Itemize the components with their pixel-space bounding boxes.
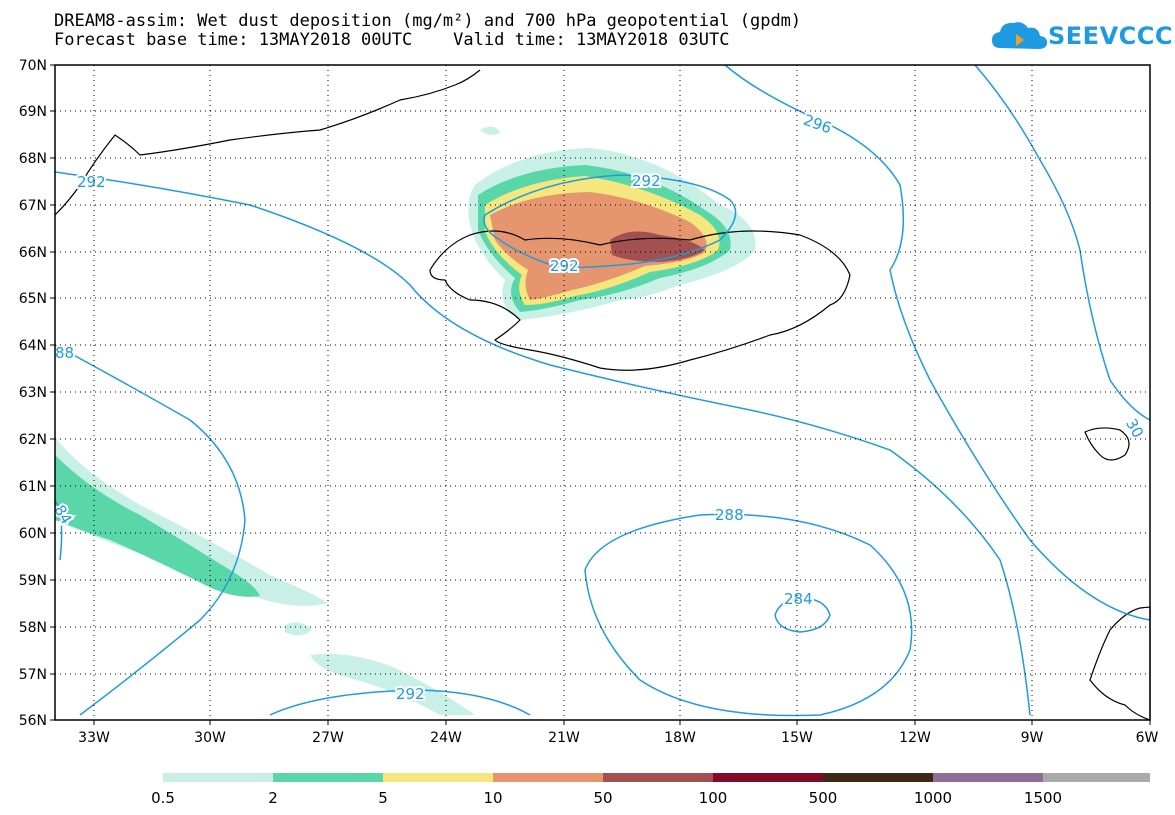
map-title-line-2: Forecast base time: 13MAY2018 00UTC Vali… [54, 30, 730, 50]
lat-label: 63N [19, 385, 47, 401]
lon-label: 27W [312, 730, 344, 746]
contour-300 [974, 64, 1151, 421]
contour-label: 292 [77, 173, 106, 191]
lat-label: 66N [19, 245, 47, 261]
lat-label: 70N [19, 58, 47, 74]
contour-288-south [584, 513, 913, 717]
plume-south-light [285, 622, 475, 715]
contour-292-main [54, 171, 1031, 716]
contour-label: 296 [801, 111, 834, 138]
lat-label: 67N [19, 198, 47, 214]
lon-label: 9W [1021, 730, 1044, 746]
lon-label: 33W [78, 730, 110, 746]
colorbar-label: 500 [808, 789, 838, 807]
lat-label: 59N [19, 573, 47, 589]
lat-label: 60N [19, 526, 47, 542]
lat-label: 61N [19, 479, 47, 495]
plume-west-medium [55, 455, 260, 597]
logo-text: SEEVCCC [1048, 22, 1173, 50]
contour-296 [724, 64, 1151, 621]
colorbar-segment-1 [163, 773, 273, 782]
greenland-coast [54, 69, 481, 216]
colorbar-segment-7 [823, 773, 933, 782]
contour-label: 292 [396, 685, 425, 703]
tick-marks [50, 64, 1151, 725]
colorbar-segment-4 [493, 773, 603, 782]
colorbar-label: 1000 [913, 789, 953, 807]
lon-label: 21W [548, 730, 580, 746]
colorbar-label: 100 [698, 789, 728, 807]
colorbar-segment-2 [273, 773, 383, 782]
contour-label: 88 [55, 344, 74, 362]
plume-iceland-orange [490, 192, 707, 300]
lat-label: 65N [19, 291, 47, 307]
contour-284 [774, 597, 831, 633]
map-title-line-1: DREAM8-assim: Wet dust deposition (mg/m²… [54, 11, 802, 31]
lon-label: 12W [899, 730, 931, 746]
colorbar-label: 50 [593, 789, 613, 807]
lon-label: 18W [664, 730, 696, 746]
lat-label: 56N [19, 713, 47, 729]
contour-label: 30 [1122, 415, 1147, 441]
lat-label: 69N [19, 104, 47, 120]
contour-label: 292 [632, 172, 661, 190]
lon-label: 24W [430, 730, 462, 746]
colorbar-label: 10 [483, 789, 503, 807]
faroe-coast [1084, 427, 1130, 461]
lat-label: 62N [19, 432, 47, 448]
scotland-coast [1089, 606, 1151, 721]
colorbar-label: 1500 [1023, 789, 1063, 807]
contour-label: 284 [784, 590, 813, 608]
colorbar-label: 5 [378, 789, 388, 807]
colorbar-label: 2 [268, 789, 278, 807]
map-gridlines [55, 65, 1150, 720]
lat-label: 64N [19, 338, 47, 354]
iceland-coast [429, 230, 851, 371]
contour-label: 288 [715, 506, 744, 524]
seevccc-logo-icon [992, 22, 1048, 49]
colorbar-segment-3 [383, 773, 493, 782]
colorbar-segment-5 [603, 773, 713, 782]
colorbar-segment-9 [1043, 773, 1150, 782]
lon-label: 30W [194, 730, 226, 746]
geopotential-contours [54, 64, 1151, 717]
contour-292-south [269, 689, 531, 716]
lon-label: 6W [1136, 730, 1159, 746]
contour-284-west [54, 499, 63, 561]
lat-label: 57N [19, 667, 47, 683]
colorbar-segment-6 [713, 773, 823, 782]
lat-label: 58N [19, 620, 47, 636]
colorbar-segment-8 [933, 773, 1043, 782]
colorbar-label: 0.5 [151, 789, 175, 807]
lat-label: 68N [19, 151, 47, 167]
contour-292-iceland [483, 174, 737, 269]
lon-label: 15W [781, 730, 813, 746]
